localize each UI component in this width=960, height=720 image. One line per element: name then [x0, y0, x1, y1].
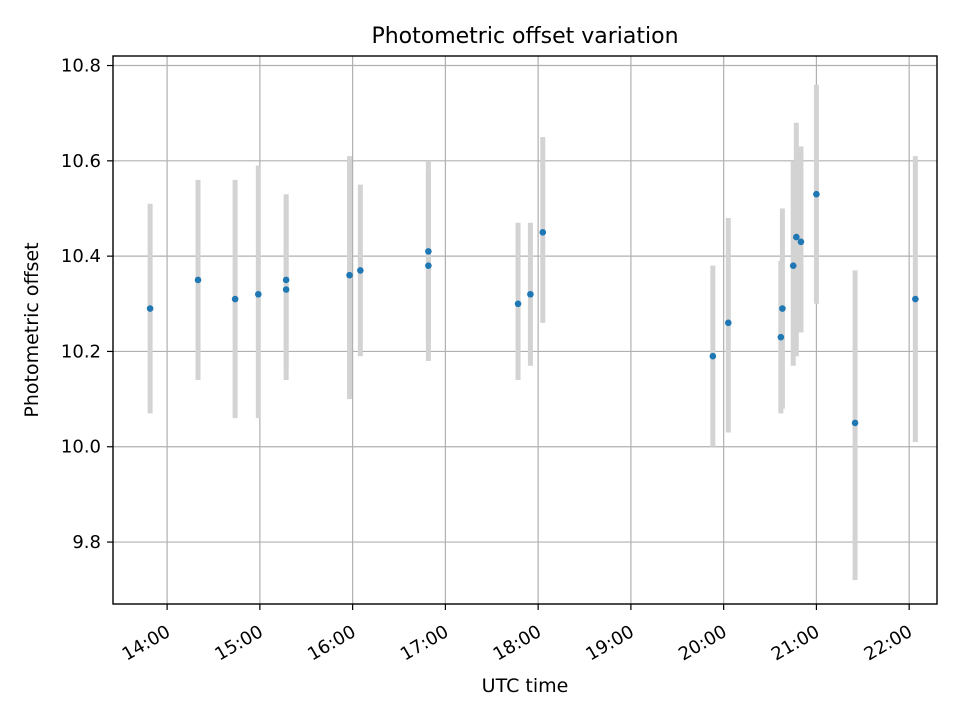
data-point [282, 276, 290, 284]
data-point [357, 267, 364, 274]
data-point [709, 352, 717, 360]
y-tick-label: 10.0 [61, 437, 101, 458]
y-tick-label: 10.6 [61, 151, 101, 172]
data-point [425, 262, 432, 269]
data-point [793, 233, 800, 241]
plot-frame [112, 55, 938, 605]
data-point [851, 419, 859, 427]
data-point [514, 300, 522, 308]
data-point [789, 262, 797, 269]
data-point [724, 319, 732, 327]
data-point [539, 229, 547, 236]
data-point [797, 238, 805, 246]
chart-title: Photometric offset variation [371, 24, 678, 49]
y-tick-label: 9.8 [72, 532, 101, 553]
data-point [146, 305, 154, 312]
data-point [425, 248, 432, 255]
data-point [194, 276, 202, 284]
y-tick-label: 10.8 [61, 56, 101, 77]
data-points [146, 190, 919, 427]
data-point [777, 333, 785, 341]
data-point [779, 305, 786, 312]
y-axis-ticks: 9.8 10.0 10.2 10.4 10.6 10.8 [61, 56, 113, 553]
y-axis-label: Photometric offset [21, 242, 43, 417]
data-point [813, 190, 820, 198]
data-point [527, 290, 534, 298]
data-point [912, 295, 919, 303]
x-axis-label: UTC time [482, 675, 569, 697]
data-point [231, 295, 239, 303]
y-tick-label: 10.2 [61, 341, 101, 362]
data-point [255, 290, 262, 298]
data-point [282, 286, 290, 293]
y-tick-label: 10.4 [61, 246, 101, 267]
data-point [346, 271, 353, 279]
